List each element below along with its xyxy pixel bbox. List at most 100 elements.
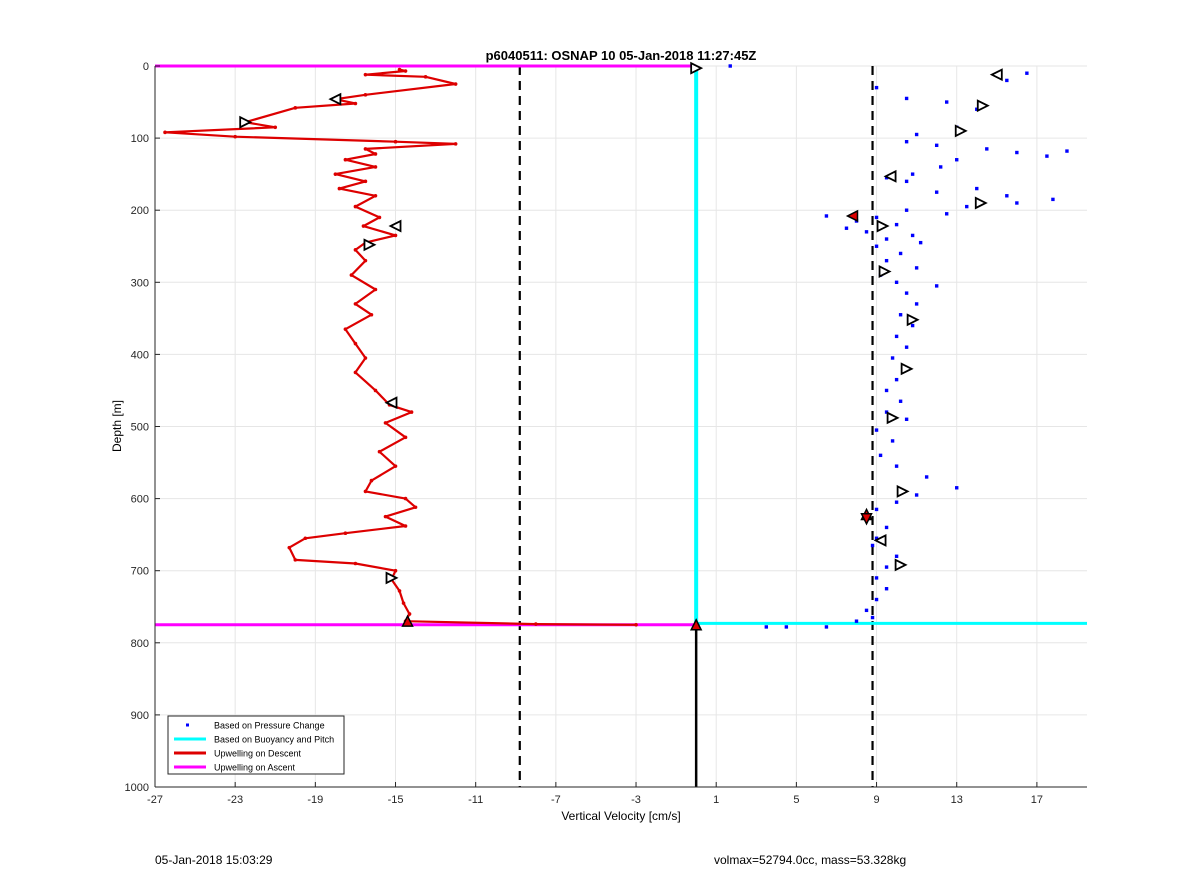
triangle-marker [873,533,887,547]
legend: Based on Pressure Change Based on Buoyanc… [167,715,345,775]
pressure-point [870,615,875,620]
x-tick-label: -7 [551,794,561,806]
descent-point [343,531,348,536]
x-tick-label: 13 [951,794,963,806]
x-tick-label: 9 [873,794,879,806]
pressure-point [904,345,909,349]
pressure-point [884,525,889,530]
pressure-point [904,96,909,101]
triangle-marker [385,571,399,585]
triangle-marker [954,124,968,138]
y-tick-label: 400 [131,349,149,361]
pressure-point [934,143,939,148]
pressure-point [874,85,879,90]
descent-point [353,248,358,252]
x-tick-label: -19 [307,794,323,806]
pressure-point [914,302,919,306]
grid [154,65,1087,788]
descent-point [377,215,382,220]
legend-label: Upwelling on Ascent [214,763,296,773]
pressure-point [975,107,979,111]
pressure-point [904,208,909,212]
pressure-point [894,377,899,382]
descent-point [403,69,408,73]
descent-point [401,601,406,605]
descent-point [393,568,398,573]
x-tick-label: 1 [713,794,719,806]
legend-label: Based on Buoyancy and Pitch [214,735,334,745]
y-tick-label: 800 [131,638,149,650]
pressure-point [904,179,909,184]
pressure-point [784,625,789,629]
descent-point [363,72,368,77]
pressure-point [894,554,899,558]
pressure-point [1065,149,1069,153]
descent-point [163,130,167,135]
descent-point [363,179,368,184]
pressure-point [884,565,889,569]
pressure-point [914,266,919,270]
y-tick-label: 300 [131,277,149,289]
pressure-point [874,576,879,580]
pressure-point [874,507,879,512]
descent-point [373,193,378,198]
legend-label: Upwelling on Descent [214,749,302,759]
x-tick-label: -15 [388,794,404,806]
x-tick-label: 17 [1031,794,1043,806]
descent-point [373,287,378,292]
descent-point [397,589,402,593]
x-tick-label: -23 [227,794,243,806]
pressure-point [884,388,889,393]
pressure-point [884,258,889,263]
y-tick-label: 1000 [125,782,149,794]
axes: -27 -23 -19 -15 -11 -7 -3 1 5 9 13 17 0 100 200 300 400 5… [125,61,1087,806]
descent-point [403,524,408,528]
pressure-point [914,132,919,137]
x-tick-label: 5 [793,794,799,806]
descent-point [361,224,366,228]
y-tick-label: 500 [131,422,149,434]
descent-point [333,172,338,176]
descent-point [353,370,358,375]
descent-point [413,505,418,510]
triangle-marker [974,196,988,210]
pressure-point [870,543,875,548]
descent-point [407,612,412,616]
descent-point [423,75,428,79]
triangle-marker [363,238,377,252]
filled-triangle-marker [689,618,703,631]
pressure-point [965,204,969,209]
pressure-point [874,597,879,602]
x-tick-label: -11 [468,794,483,806]
descent-point [393,233,398,238]
pressure-point [728,64,732,68]
legend-label: Based on Pressure Change [214,721,325,731]
pressure-point [894,280,899,284]
pressure-point [1025,71,1029,75]
pressure-point [918,240,923,245]
pressure-point [910,233,915,238]
descent-point [349,273,354,277]
descent-point [273,125,278,130]
pressure-point [910,323,915,328]
legend-swatch [186,723,189,727]
y-axis-label: Depth [m] [110,400,124,452]
markers-layer [239,61,1003,631]
pressure-point [975,186,979,191]
pressure-point [1045,154,1049,158]
descent-point [373,165,378,169]
y-tick-label: 100 [131,133,149,145]
triangle-marker [894,558,908,572]
descent-point [369,478,374,483]
pressure-point [1005,78,1009,83]
descent-point [353,341,358,346]
footer-timestamp: 05-Jan-2018 15:03:29 [155,853,273,867]
pressure-point [884,587,889,591]
descent-point [363,258,368,263]
descent-point [293,106,298,110]
y-tick-label: 0 [143,61,149,73]
pressure-point [864,230,869,234]
pressure-point [904,291,909,295]
pressure-point [1051,197,1055,202]
descent-point [343,327,348,331]
